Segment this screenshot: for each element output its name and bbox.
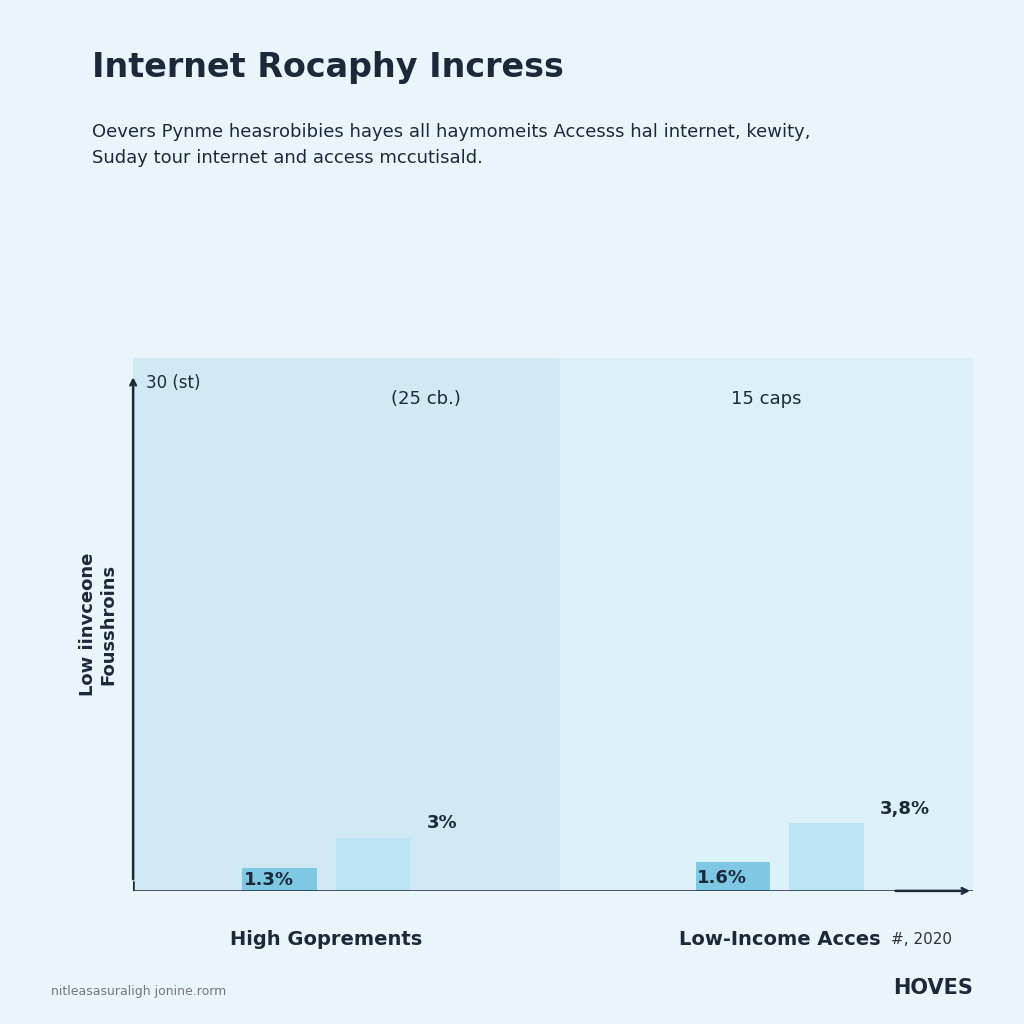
Text: Low iinvceone
Fousshroins: Low iinvceone Fousshroins xyxy=(79,553,118,696)
Text: Low-Income Acces: Low-Income Acces xyxy=(679,930,881,949)
Text: 1.6%: 1.6% xyxy=(697,869,748,887)
Bar xyxy=(788,823,863,891)
Text: 1.3%: 1.3% xyxy=(244,871,294,890)
Bar xyxy=(695,862,770,891)
Bar xyxy=(336,838,411,891)
Text: 30 (st): 30 (st) xyxy=(146,375,201,392)
Text: 15 caps: 15 caps xyxy=(731,390,802,409)
Text: Oevers Pynme heasrobibies hayes all haymomeits Accesss hal internet, kewity,
Sud: Oevers Pynme heasrobibies hayes all haym… xyxy=(92,123,811,167)
Bar xyxy=(133,358,560,891)
Text: 3,8%: 3,8% xyxy=(880,800,930,818)
Text: High Goprements: High Goprements xyxy=(230,930,423,949)
Text: #, 2020: #, 2020 xyxy=(891,932,952,947)
Bar xyxy=(560,358,973,891)
Text: Internet Rocaphy Incress: Internet Rocaphy Incress xyxy=(92,51,564,84)
Text: (25 cb.): (25 cb.) xyxy=(391,390,461,409)
Text: 3%: 3% xyxy=(426,814,457,833)
Bar xyxy=(243,867,317,891)
Text: HOVES: HOVES xyxy=(893,978,973,998)
Text: nitleasasuraligh jonine.rorm: nitleasasuraligh jonine.rorm xyxy=(51,985,226,998)
